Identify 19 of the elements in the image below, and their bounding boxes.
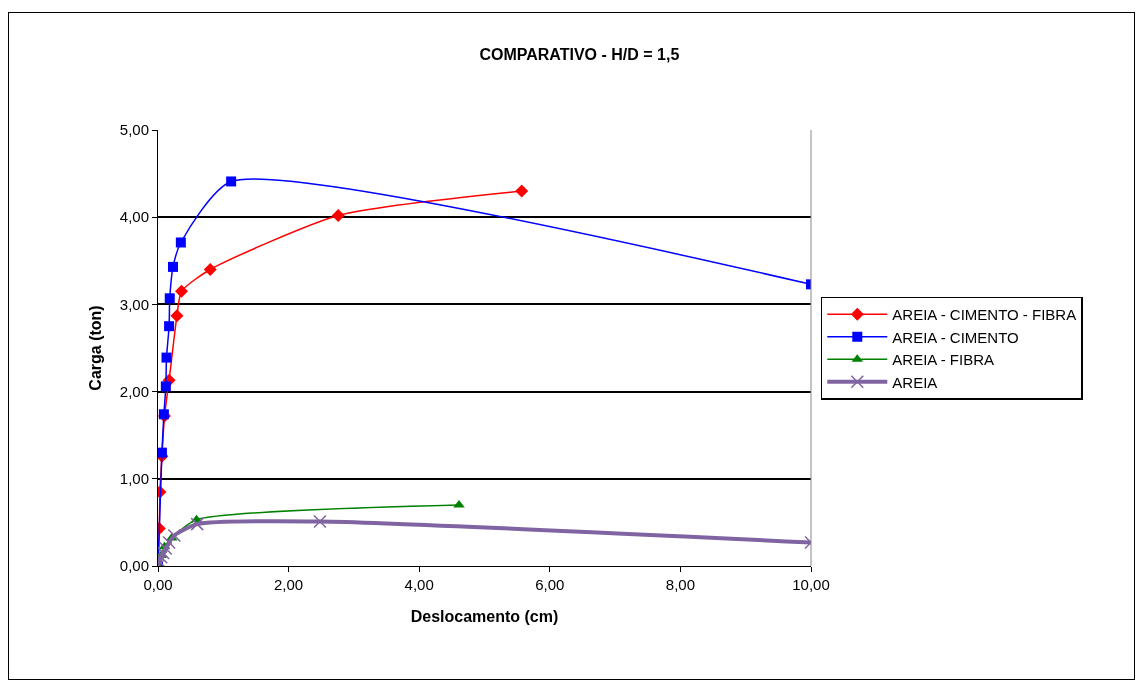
y-tick-label: 0,00 xyxy=(119,557,149,575)
y-tick-label: 1,00 xyxy=(119,470,149,488)
y-axis-title: Carga (ton) xyxy=(86,305,104,391)
legend-label: AREIA - CIMENTO - FIBRA xyxy=(892,306,1077,324)
x-tick-label: 8,00 xyxy=(665,576,695,593)
y-tick-label: 2,00 xyxy=(119,382,149,400)
y-tick-label: 4,00 xyxy=(119,208,149,226)
legend-label: AREIA xyxy=(892,373,938,391)
chart-title: COMPARATIVO - H/D = 1,5 xyxy=(479,46,680,63)
y-tick-label: 5,00 xyxy=(119,121,149,139)
x-tick-label: 0,00 xyxy=(143,576,173,593)
x-tick-label: 4,00 xyxy=(404,576,434,593)
x-tick-label: 6,00 xyxy=(535,576,565,593)
y-tick-label: 3,00 xyxy=(119,295,149,313)
legend-label: AREIA - FIBRA xyxy=(892,351,994,369)
x-tick-label: 2,00 xyxy=(274,576,304,593)
x-tick-label: 10,00 xyxy=(792,576,830,593)
legend-label: AREIA - CIMENTO xyxy=(892,328,1019,346)
x-axis-title: Deslocamento (cm) xyxy=(410,607,559,625)
